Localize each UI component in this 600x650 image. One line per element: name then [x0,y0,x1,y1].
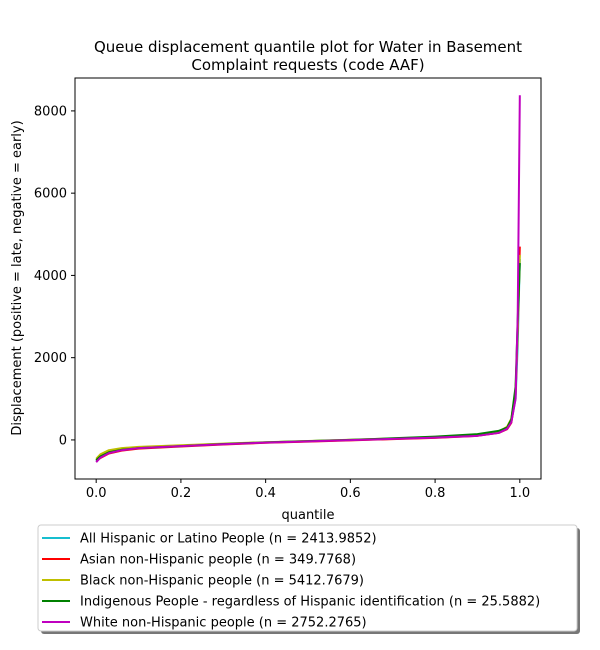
x-tick-label: 0.8 [425,486,446,501]
legend-label: Black non-Hispanic people (n = 5412.7679… [80,574,364,589]
legend-box [37,524,578,632]
y-tick-label: 6000 [34,187,67,202]
legend-items: All Hispanic or Latino People (n = 2413.… [42,532,540,631]
y-tick-label: 4000 [34,269,67,284]
y-axis-label: Displacement (positive = late, negative … [10,120,25,435]
x-tick-label: 0.2 [171,486,192,501]
x-tick-label: 0.6 [340,486,361,501]
x-tick-label: 1.0 [509,486,530,501]
x-axis-label: quantile [281,508,334,523]
y-axis: 0 2000 4000 6000 8000 [34,104,75,448]
chart-title-line-1: Queue displacement quantile plot for Wat… [94,38,522,56]
y-tick-label: 8000 [34,104,67,119]
x-tick-label: 0.4 [255,486,276,501]
legend-label: Asian non-Hispanic people (n = 349.7768) [80,553,356,568]
plot-frame [74,77,542,480]
x-axis: 0.0 0.2 0.4 0.6 0.8 1.0 [86,479,530,501]
plot-area [74,77,542,480]
series-layer [95,95,521,463]
x-tick-label: 0.0 [86,486,107,501]
legend-label: White non-Hispanic people (n = 2752.2765… [80,616,367,631]
chart-title-line-2: Complaint requests (code AAF) [191,56,424,74]
legend-label: All Hispanic or Latino People (n = 2413.… [80,532,377,547]
y-tick-label: 2000 [34,351,67,366]
series-line-5 [95,95,521,463]
y-tick-label: 0 [59,433,67,448]
legend-label: Indigenous People - regardless of Hispan… [80,595,540,610]
legend: All Hispanic or Latino People (n = 2413.… [37,524,580,634]
